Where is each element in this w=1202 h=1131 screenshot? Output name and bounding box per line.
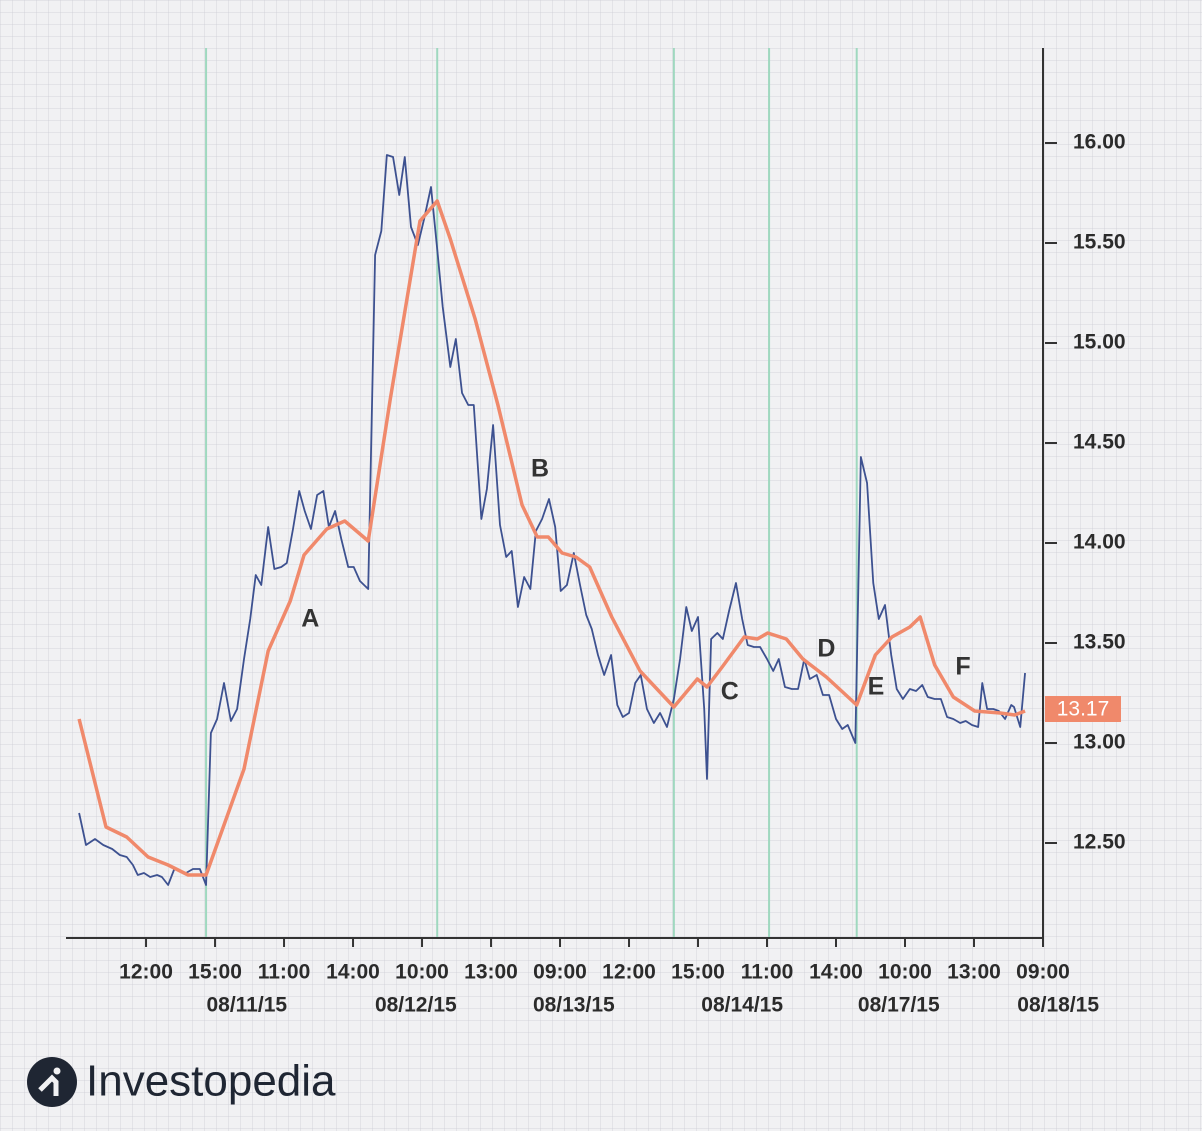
logo-stroke: [38, 1074, 59, 1096]
x-tick-label: 11:00: [258, 961, 311, 984]
logo-dot: [53, 1067, 61, 1075]
date-label: 08/17/15: [858, 994, 940, 1017]
x-tick-label: 09:00: [533, 961, 587, 984]
x-tick-label: 13:00: [947, 961, 1001, 984]
logo: [27, 1057, 77, 1107]
x-tick-label: 12:00: [119, 961, 173, 984]
last-value-box: [1045, 696, 1121, 722]
annotation: E: [868, 673, 885, 701]
x-tick-label: 13:00: [464, 961, 518, 984]
y-tick-label: 14.50: [1073, 431, 1126, 454]
y-tick-label: 12.50: [1073, 831, 1126, 854]
x-tick-label: 11:00: [741, 961, 794, 984]
y-tick-label: 13.50: [1073, 631, 1126, 654]
y-tick-label: 15.00: [1073, 331, 1126, 354]
annotation: A: [301, 605, 319, 633]
x-tick-label: 10:00: [878, 961, 932, 984]
x-tick-label: 15:00: [671, 961, 725, 984]
logo-mark: [27, 1057, 77, 1107]
y-tick-label: 13.00: [1073, 731, 1126, 754]
date-label: 08/12/15: [375, 994, 457, 1017]
y-tick-label: 16.00: [1073, 131, 1126, 154]
x-tick-label: 15:00: [188, 961, 242, 984]
series-line: [78, 154, 1026, 886]
annotation: F: [955, 653, 970, 681]
x-tick-label: 14:00: [326, 961, 380, 984]
annotation: B: [531, 455, 549, 483]
x-tick-label: 09:00: [1016, 961, 1070, 984]
series-line: [77, 199, 1026, 877]
x-tick-label: 12:00: [602, 961, 656, 984]
last-value-label: 13.17: [1057, 698, 1110, 721]
date-label: 08/13/15: [533, 994, 615, 1017]
annotation: D: [817, 635, 835, 663]
date-label: 08/14/15: [701, 994, 783, 1017]
brand-name: Investopedia: [86, 1057, 336, 1106]
y-tick-label: 14.00: [1073, 531, 1126, 554]
annotation: C: [721, 678, 739, 706]
x-tick-label: 14:00: [809, 961, 863, 984]
x-tick-label: 10:00: [395, 961, 449, 984]
y-tick-label: 15.50: [1073, 231, 1126, 254]
date-label: 08/11/15: [206, 994, 287, 1017]
date-label: 08/18/15: [1017, 994, 1099, 1017]
